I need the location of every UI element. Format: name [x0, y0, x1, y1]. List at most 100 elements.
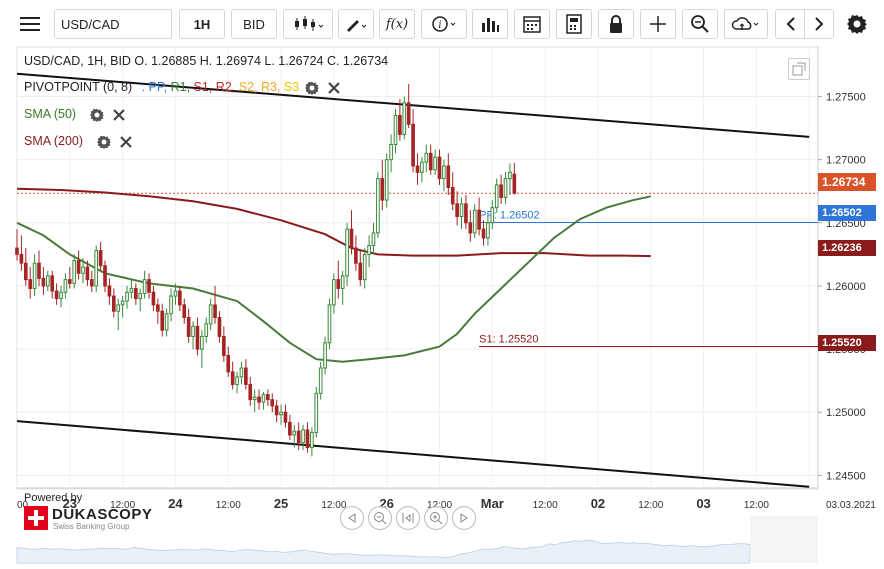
candle-body — [486, 222, 490, 239]
volume-button[interactable] — [472, 9, 508, 39]
candle-body — [283, 411, 288, 423]
pivot-legend-label: PIVOTPOINT (0, 8) — [24, 80, 133, 94]
sma200-settings-gear-icon[interactable] — [96, 135, 111, 149]
last-price-tag: 1.26734 — [818, 173, 876, 191]
x-tick-label: 12:00 — [427, 500, 452, 511]
info-button[interactable]: i — [421, 9, 467, 39]
candle-body — [125, 291, 129, 302]
candle-body — [274, 405, 279, 416]
candle-body — [310, 431, 314, 449]
crosshair-button[interactable] — [640, 9, 676, 39]
scroll-left-button[interactable] — [775, 9, 805, 39]
x-tick-label: 12:00 — [533, 500, 558, 511]
candle-body — [336, 279, 341, 289]
candle-body — [261, 394, 266, 403]
candle-body — [362, 253, 367, 281]
y-tick-label: 1.26000 — [826, 281, 866, 293]
candle-body — [477, 209, 481, 230]
nav-back-button[interactable] — [340, 506, 364, 530]
sma200-label: SMA (200) — [24, 134, 84, 148]
hamburger-menu-icon[interactable] — [12, 9, 48, 39]
candle-body — [367, 245, 371, 255]
zoom-button[interactable] — [682, 9, 718, 39]
scroll-right-button[interactable] — [804, 9, 834, 39]
timeframe-button[interactable]: 1H — [179, 9, 225, 39]
candle-body — [98, 250, 103, 267]
nav-forward-button[interactable] — [452, 506, 476, 530]
candle-body — [415, 165, 420, 173]
pivot-settings-gear-icon[interactable] — [304, 81, 319, 95]
candle-body — [89, 279, 94, 287]
chart-type-button[interactable] — [283, 9, 333, 39]
x-tick-label: Mar — [481, 496, 504, 511]
sma50-settings-gear-icon[interactable] — [89, 108, 104, 122]
fit-chart-button[interactable] — [396, 506, 420, 530]
x-tick-label: 12:00 — [110, 500, 135, 511]
cloud-upload-button[interactable] — [724, 9, 768, 39]
sma200-price-tag: 1.26236 — [818, 240, 876, 256]
chart-area[interactable]: 1.275001.270001.265001.260001.255001.250… — [0, 46, 884, 569]
candle-body — [257, 396, 261, 403]
pencil-icon — [347, 20, 367, 32]
lock-button[interactable] — [598, 9, 634, 39]
svg-text:i: i — [438, 20, 441, 31]
candle-body — [459, 203, 464, 217]
drawing-tools-button[interactable] — [338, 9, 374, 39]
indicators-button[interactable]: f(x) — [379, 9, 415, 39]
candle-body — [138, 293, 143, 300]
symbol-selector[interactable]: USD/CAD — [54, 9, 172, 39]
candle-body — [384, 159, 389, 201]
price-chart[interactable]: 1.275001.270001.265001.260001.255001.250… — [0, 46, 884, 569]
zoom-in-button[interactable] — [424, 506, 448, 530]
x-tick-label: 12:00 — [744, 500, 769, 511]
dukascopy-logo: DUKASCOPY Swiss Banking Group — [24, 506, 152, 536]
candle-body — [217, 317, 222, 337]
settings-button[interactable] — [842, 9, 872, 39]
pivot-item-s2: S2, — [238, 80, 258, 94]
candle-body — [32, 262, 37, 289]
candle-body — [393, 114, 398, 146]
candle-body — [455, 203, 459, 217]
pivot-item-s1: S1, — [193, 80, 213, 94]
x-tick-label: 25 — [274, 496, 288, 511]
popout-icon — [792, 62, 806, 76]
candle-body — [169, 295, 173, 315]
calculator-button[interactable] — [556, 9, 592, 39]
fit-icon — [402, 513, 414, 523]
pivot-remove-close-icon[interactable] — [328, 81, 340, 94]
pivot-item-r2: R2, — [215, 80, 236, 94]
x-tick-label: 12:00 — [216, 500, 241, 511]
candle-body — [213, 304, 217, 319]
chart-navigation — [340, 506, 476, 532]
x-tick-label: 24 — [168, 496, 183, 511]
x-tick-label: 02 — [591, 496, 605, 511]
bid-ask-button[interactable]: BID — [231, 9, 277, 39]
calendar-button[interactable] — [514, 9, 550, 39]
navigator-area — [16, 539, 751, 564]
navigator-future — [750, 516, 818, 563]
candle-body — [318, 367, 323, 394]
sma200-remove-close-icon[interactable] — [120, 135, 132, 148]
candle-body — [305, 429, 310, 449]
candle-body — [226, 354, 231, 373]
candle-body — [424, 152, 429, 163]
detach-chart-button[interactable] — [788, 58, 810, 80]
candle-body — [76, 260, 81, 274]
candle-body — [411, 123, 415, 167]
sma50-remove-close-icon[interactable] — [113, 108, 125, 121]
crosshair-icon — [650, 16, 666, 32]
candle-body — [468, 222, 473, 234]
zoom-out-button[interactable] — [368, 506, 392, 530]
triangle-right-icon — [460, 513, 468, 523]
candle-body — [160, 310, 165, 331]
candle-body — [464, 203, 468, 224]
pivot-item-s3: S3 — [283, 80, 300, 94]
y-tick-label: 1.25000 — [826, 407, 866, 419]
x-tick-label: 12:00 — [638, 500, 663, 511]
candle-body — [406, 102, 411, 125]
candle-body — [270, 399, 275, 407]
candle-body — [345, 228, 349, 277]
candle-body — [433, 156, 437, 171]
sma50-label: SMA (50) — [24, 107, 77, 121]
y-tick-label: 1.27000 — [826, 155, 866, 167]
